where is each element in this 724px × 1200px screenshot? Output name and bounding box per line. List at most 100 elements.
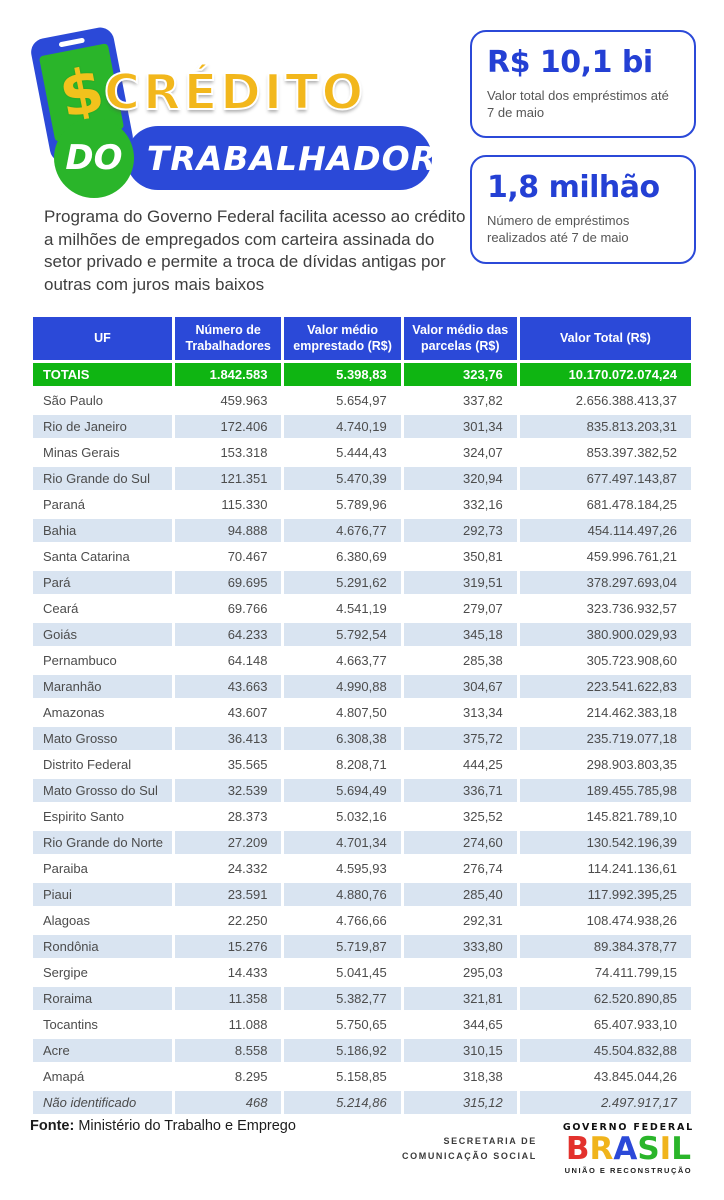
value-cell: 5.158,85: [284, 1065, 401, 1089]
uf-cell: Sergipe: [33, 961, 172, 985]
column-header: Número de Trabalhadores: [174, 317, 282, 361]
value-cell: 8.208,71: [284, 753, 401, 777]
value-cell: 69.695: [174, 571, 282, 595]
value-cell: 276,74: [403, 857, 517, 881]
value-cell: 11.358: [174, 987, 282, 1011]
value-cell: 22.250: [174, 909, 282, 933]
value-cell: 5.444,43: [284, 441, 401, 465]
table-row: Mato Grosso 36.413 6.308,38 375,72 235.719.0…: [33, 727, 691, 751]
table-row: Rio de Janeiro 172.406 4.740,19 301,34 835.8…: [33, 415, 691, 439]
table-row: Alagoas 22.250 4.766,66 292,31 108.474.938,2…: [33, 909, 691, 933]
uf-cell: Pernambuco: [33, 649, 172, 673]
value-cell: 14.433: [174, 961, 282, 985]
value-cell: 315,12: [403, 1091, 517, 1115]
value-cell: 8.558: [174, 1039, 282, 1063]
value-cell: 325,52: [403, 805, 517, 829]
value-cell: 5.032,16: [284, 805, 401, 829]
table-row: Rio Grande do Norte 27.209 4.701,34 274,60 1…: [33, 831, 691, 855]
uf-cell: Maranhão: [33, 675, 172, 699]
value-cell: 114.241.136,61: [519, 857, 691, 881]
table-row: Paraná 115.330 5.789,96 332,16 681.478.184,2…: [33, 493, 691, 517]
value-cell: 5.214,86: [284, 1091, 401, 1115]
value-cell: 4.676,77: [284, 519, 401, 543]
value-cell: 4.701,34: [284, 831, 401, 855]
table-row: Goiás 64.233 5.792,54 345,18 380.900.029,93: [33, 623, 691, 647]
column-header: Valor Total (R$): [519, 317, 691, 361]
stat-label: Valor total dos empréstimos até 7 de mai…: [487, 88, 669, 121]
uf-cell: Rio Grande do Norte: [33, 831, 172, 855]
value-cell: 5.470,39: [284, 467, 401, 491]
uf-cell: Ceará: [33, 597, 172, 621]
uf-cell: Roraima: [33, 987, 172, 1011]
value-cell: 108.474.938,26: [519, 909, 691, 933]
table-row: Piaui 23.591 4.880,76 285,40 117.992.395,25: [33, 883, 691, 907]
gov-bottom-text: UNIÃO E RECONSTRUÇÃO: [564, 1166, 693, 1175]
value-cell: 5.792,54: [284, 623, 401, 647]
value-cell: 69.766: [174, 597, 282, 621]
value-cell: 350,81: [403, 545, 517, 569]
value-cell: 121.351: [174, 467, 282, 491]
value-cell: 323,76: [403, 363, 517, 387]
intro-paragraph: Programa do Governo Federal facilita ace…: [44, 207, 466, 294]
table-row: Espirito Santo 28.373 5.032,16 325,52 145.82…: [33, 805, 691, 829]
uf-cell: Santa Catarina: [33, 545, 172, 569]
stat-loan-count: 1,8 milhão Número de empréstimos realiza…: [470, 155, 696, 264]
uf-cell: Rondônia: [33, 935, 172, 959]
value-cell: 189.455.785,98: [519, 779, 691, 803]
value-cell: 4.990,88: [284, 675, 401, 699]
value-cell: 62.520.890,85: [519, 987, 691, 1011]
value-cell: 70.467: [174, 545, 282, 569]
value-cell: 5.041,45: [284, 961, 401, 985]
footer-logos: SECRETARIA DE COMUNICAÇÃO SOCIAL GOVERNO…: [402, 1122, 694, 1175]
value-cell: 4.740,19: [284, 415, 401, 439]
table-row: Pará 69.695 5.291,62 319,51 378.297.693,04: [33, 571, 691, 595]
source-label: Fonte:: [30, 1118, 75, 1134]
uf-cell: Mato Grosso do Sul: [33, 779, 172, 803]
value-cell: 145.821.789,10: [519, 805, 691, 829]
value-cell: 4.541,19: [284, 597, 401, 621]
value-cell: 64.148: [174, 649, 282, 673]
value-cell: 319,51: [403, 571, 517, 595]
value-cell: 153.318: [174, 441, 282, 465]
stat-label: Número de empréstimos realizados até 7 d…: [487, 213, 630, 246]
value-cell: 677.497.143,87: [519, 467, 691, 491]
column-header: Valor médio das parcelas (R$): [403, 317, 517, 361]
table-row: Ceará 69.766 4.541,19 279,07 323.736.932,57: [33, 597, 691, 621]
brasil-letter: R: [589, 1131, 614, 1167]
value-cell: 295,03: [403, 961, 517, 985]
uf-cell: São Paulo: [33, 389, 172, 413]
value-cell: 285,40: [403, 883, 517, 907]
uf-cell: Goiás: [33, 623, 172, 647]
value-cell: 4.766,66: [284, 909, 401, 933]
value-cell: 6.380,69: [284, 545, 401, 569]
value-cell: 344,65: [403, 1013, 517, 1037]
brasil-letter: L: [671, 1131, 691, 1167]
brasil-letter: I: [659, 1131, 672, 1167]
value-cell: 27.209: [174, 831, 282, 855]
totals-row: TOTAIS 1.842.583 5.398,83 323,76 10.170.072.…: [33, 363, 691, 387]
uf-loans-table: UF Número de Trabalhadores Valor médio emp…: [30, 314, 694, 1117]
table-row: Mato Grosso do Sul 32.539 5.694,49 336,71 18…: [33, 779, 691, 803]
value-cell: 43.663: [174, 675, 282, 699]
uf-cell: Amazonas: [33, 701, 172, 725]
value-cell: 301,34: [403, 415, 517, 439]
uf-cell: Tocantins: [33, 1013, 172, 1037]
uf-cell: Não identificado: [33, 1091, 172, 1115]
uf-cell: Bahia: [33, 519, 172, 543]
value-cell: 375,72: [403, 727, 517, 751]
uf-cell: Amapá: [33, 1065, 172, 1089]
value-cell: 8.295: [174, 1065, 282, 1089]
uf-cell: Paraiba: [33, 857, 172, 881]
value-cell: 24.332: [174, 857, 282, 881]
value-cell: 459.963: [174, 389, 282, 413]
column-header: UF: [33, 317, 172, 361]
stat-total-value: R$ 10,1 bi Valor total dos empréstimos a…: [470, 30, 696, 139]
uf-cell: Acre: [33, 1039, 172, 1063]
value-cell: 4.663,77: [284, 649, 401, 673]
phone-speaker: [58, 37, 86, 48]
uf-cell: Piaui: [33, 883, 172, 907]
value-cell: 292,31: [403, 909, 517, 933]
value-cell: 1.842.583: [174, 363, 282, 387]
value-cell: 223.541.622,83: [519, 675, 691, 699]
table-row: Rondônia 15.276 5.719,87 333,80 89.384.378,7…: [33, 935, 691, 959]
